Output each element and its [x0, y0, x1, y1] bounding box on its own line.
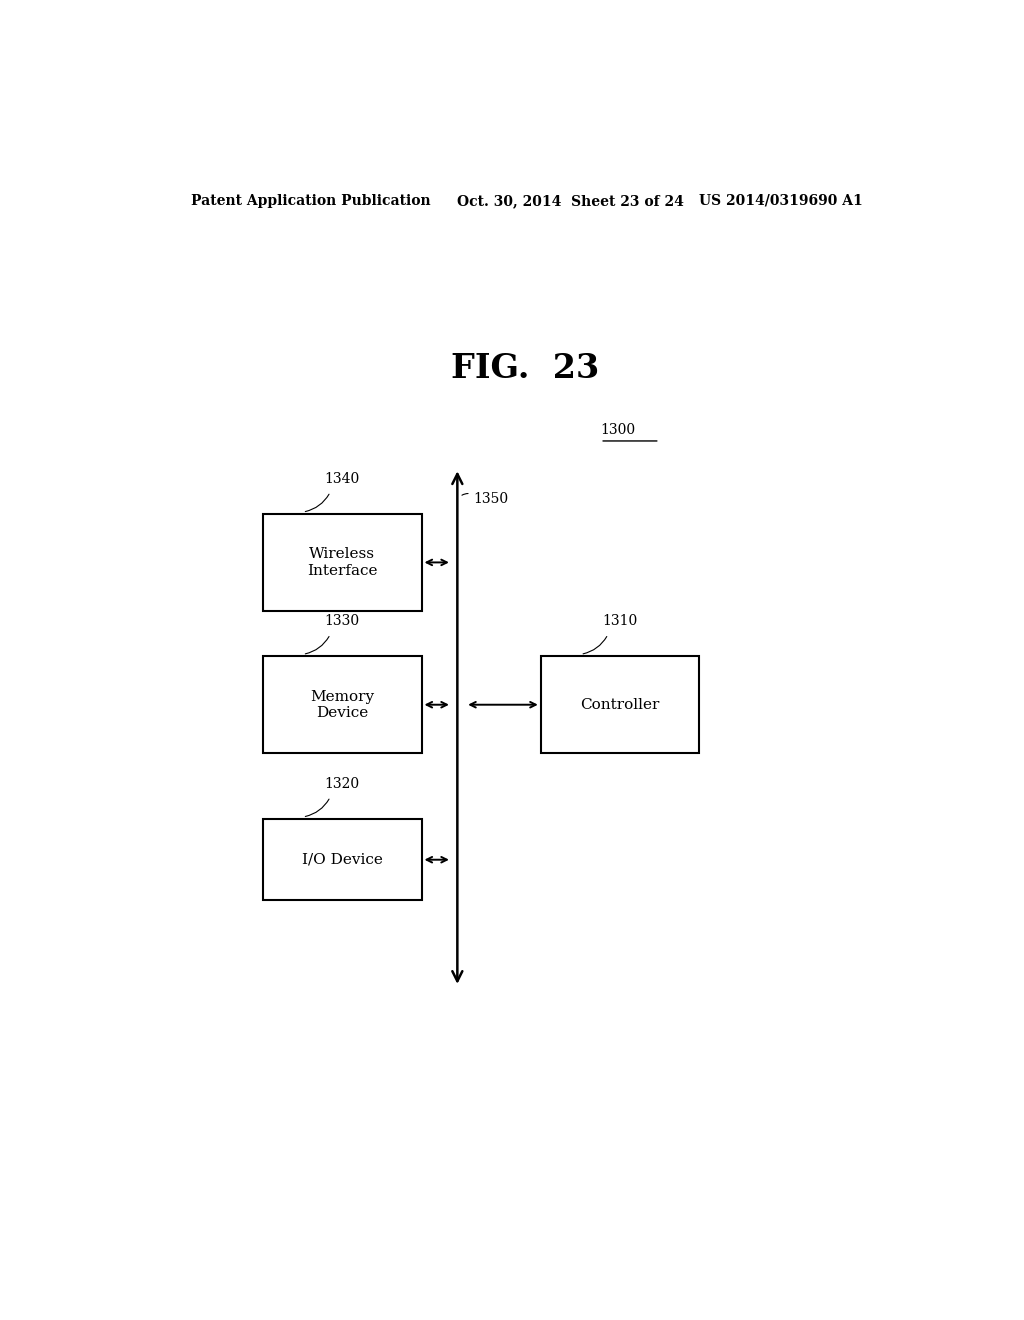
Text: 1340: 1340 — [325, 471, 359, 486]
Text: Wireless
Interface: Wireless Interface — [307, 548, 378, 578]
Text: 1300: 1300 — [600, 422, 635, 437]
FancyBboxPatch shape — [263, 656, 422, 752]
FancyBboxPatch shape — [263, 515, 422, 611]
Text: 1330: 1330 — [325, 614, 359, 628]
Text: FIG.  23: FIG. 23 — [451, 351, 599, 384]
FancyBboxPatch shape — [263, 818, 422, 900]
Text: Memory
Device: Memory Device — [310, 689, 375, 719]
FancyBboxPatch shape — [541, 656, 699, 752]
Text: 1350: 1350 — [473, 492, 508, 506]
Text: Controller: Controller — [581, 698, 659, 711]
Text: US 2014/0319690 A1: US 2014/0319690 A1 — [699, 194, 863, 209]
Text: I/O Device: I/O Device — [302, 853, 383, 867]
Text: Patent Application Publication: Patent Application Publication — [191, 194, 431, 209]
Text: Oct. 30, 2014  Sheet 23 of 24: Oct. 30, 2014 Sheet 23 of 24 — [458, 194, 684, 209]
Text: 1310: 1310 — [602, 614, 638, 628]
Text: 1320: 1320 — [325, 776, 359, 791]
